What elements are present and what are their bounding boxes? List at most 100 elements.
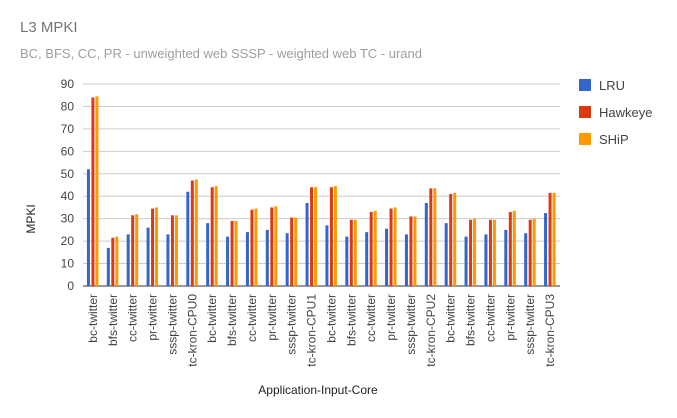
bar-ship-5	[194, 179, 198, 286]
x-tick-label: tc-kron-CPU1	[305, 294, 319, 367]
bar-lru-16	[404, 234, 408, 286]
x-tick-label: tc-kron-CPU0	[185, 294, 199, 367]
x-tick-label: bc-twitter	[444, 294, 458, 343]
bar-hawkeye-23	[548, 192, 552, 286]
bar-lru-23	[544, 213, 548, 286]
bar-hawkeye-3	[151, 208, 155, 286]
y-tick-label: 50	[61, 167, 75, 181]
x-tick-label: bc-twitter	[205, 294, 219, 343]
bar-ship-7	[234, 220, 238, 286]
x-tick-label: pr-twitter	[384, 294, 398, 341]
y-tick-label: 0	[67, 279, 74, 293]
bar-ship-11	[314, 187, 318, 286]
gridlines	[83, 83, 560, 287]
bar-ship-19	[473, 218, 477, 286]
bar-lru-8	[245, 232, 249, 286]
bar-hawkeye-7	[230, 220, 234, 286]
y-axis-title: MPKI	[24, 204, 38, 233]
bar-ship-22	[532, 218, 536, 286]
chart-title: L3 MPKI	[20, 19, 78, 36]
x-axis-ticks: bc-twitter bfs-twitter cc-twitter pr-twitte…	[86, 294, 557, 367]
x-axis-title: Application-Input-Core	[258, 383, 378, 397]
bar-lru-6	[206, 223, 210, 286]
bar-hawkeye-0	[91, 97, 95, 286]
bar-lru-2	[126, 234, 130, 286]
legend-swatch-hawkeye	[579, 106, 591, 118]
bar-ship-2	[135, 214, 139, 286]
legend-label-lru: LRU	[599, 78, 625, 93]
x-tick-label: bc-twitter	[86, 294, 100, 343]
bar-lru-17	[424, 202, 428, 286]
bar-hawkeye-1	[111, 237, 115, 286]
x-tick-label: bfs-twitter	[106, 294, 120, 346]
bar-ship-13	[353, 219, 357, 286]
x-tick-label: pr-twitter	[265, 294, 279, 341]
bar-ship-8	[254, 208, 258, 286]
bar-lru-1	[106, 247, 110, 286]
bar-hawkeye-4	[170, 215, 174, 286]
bar-ship-12	[333, 186, 337, 286]
y-tick-label: 40	[61, 189, 75, 203]
bar-lru-7	[226, 236, 230, 286]
bar-ship-6	[214, 186, 218, 286]
bar-hawkeye-17	[429, 188, 433, 286]
bar-hawkeye-2	[131, 215, 135, 286]
bar-ship-3	[155, 207, 159, 286]
x-tick-label: cc-twitter	[126, 294, 140, 342]
bar-lru-5	[186, 191, 190, 286]
bar-lru-0	[86, 169, 90, 286]
bar-hawkeye-22	[528, 219, 532, 286]
x-tick-label: sssp-twitter	[523, 294, 537, 355]
y-axis-ticks: 0 10 20 30 40 50 60 70 80 90	[61, 77, 75, 293]
x-tick-label: sssp-twitter	[165, 294, 179, 355]
bars	[86, 96, 556, 286]
bar-ship-20	[492, 219, 496, 286]
bar-ship-17	[433, 188, 437, 286]
x-tick-label: pr-twitter	[146, 294, 160, 341]
x-tick-label: sssp-twitter	[404, 294, 418, 355]
y-tick-label: 90	[61, 77, 75, 91]
legend-label-ship: SHiP	[599, 132, 629, 147]
bar-hawkeye-6	[210, 187, 214, 286]
x-tick-label: tc-kron-CPU3	[543, 294, 557, 367]
bar-ship-21	[512, 210, 516, 286]
bar-ship-14	[373, 210, 377, 286]
bar-hawkeye-21	[508, 211, 512, 286]
bar-lru-14	[365, 232, 369, 286]
bar-lru-12	[325, 225, 329, 286]
bar-hawkeye-20	[488, 219, 492, 286]
bar-ship-23	[552, 192, 556, 286]
bar-hawkeye-10	[290, 217, 294, 286]
bar-hawkeye-9	[270, 207, 274, 286]
x-tick-label: bfs-twitter	[225, 294, 239, 346]
x-tick-label: pr-twitter	[503, 294, 517, 341]
bar-hawkeye-13	[349, 219, 353, 286]
y-tick-label: 80	[61, 99, 75, 113]
bar-hawkeye-16	[409, 216, 413, 286]
y-tick-label: 10	[61, 257, 75, 271]
x-tick-label: bfs-twitter	[464, 294, 478, 346]
legend: LRU Hawkeye SHiP	[579, 78, 652, 147]
y-tick-label: 60	[61, 144, 75, 158]
x-tick-label: cc-twitter	[483, 294, 497, 342]
x-tick-label: cc-twitter	[364, 294, 378, 342]
y-tick-label: 20	[61, 234, 75, 248]
bar-hawkeye-11	[310, 187, 314, 286]
bar-lru-10	[285, 233, 289, 286]
bar-ship-15	[393, 207, 397, 286]
bar-ship-9	[274, 206, 278, 286]
bar-lru-20	[484, 234, 488, 286]
bar-hawkeye-5	[190, 180, 194, 286]
bar-lru-18	[444, 223, 448, 286]
bar-lru-4	[166, 234, 170, 286]
bar-lru-22	[524, 233, 528, 286]
legend-swatch-ship	[579, 133, 591, 145]
x-tick-label: sssp-twitter	[285, 294, 299, 355]
bar-lru-21	[504, 229, 508, 286]
bar-hawkeye-15	[389, 208, 393, 286]
bar-lru-9	[265, 229, 269, 286]
y-tick-label: 30	[61, 212, 75, 226]
bar-ship-18	[453, 192, 457, 286]
bar-hawkeye-8	[250, 209, 254, 286]
